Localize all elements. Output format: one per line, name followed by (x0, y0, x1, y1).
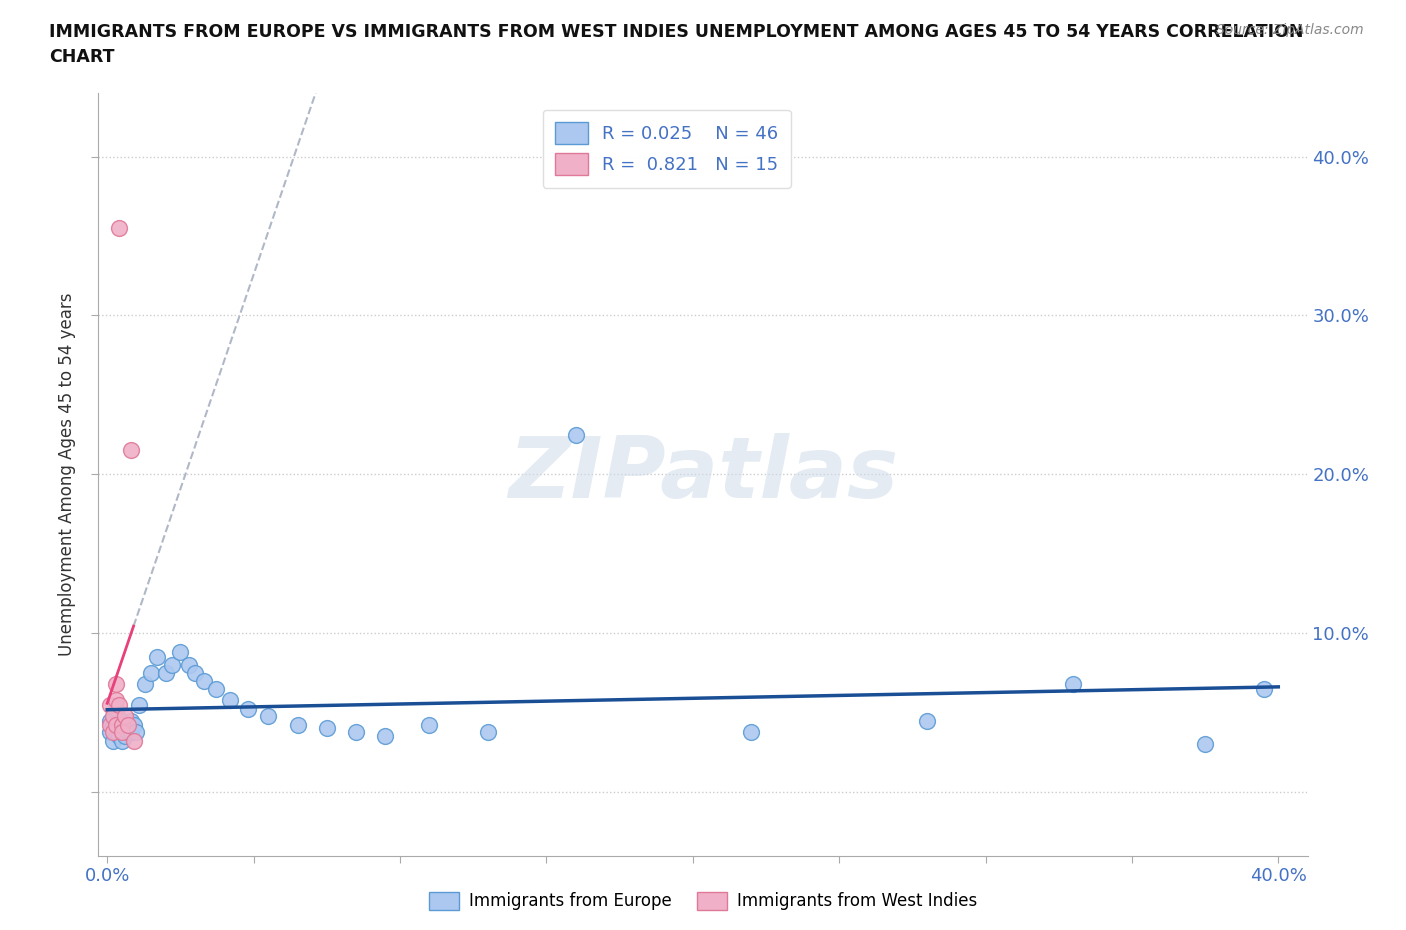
Point (120, 713, 142, 728)
Point (1062, 677, 1084, 692)
Point (236, 702, 259, 717)
Point (477, 724, 499, 739)
Point (257, 709, 280, 724)
Point (104, 709, 127, 724)
Point (101, 718, 124, 733)
Point (204, 682, 226, 697)
Point (101, 709, 124, 724)
Point (101, 724, 124, 739)
Point (160, 658, 183, 672)
Point (104, 677, 127, 692)
Point (111, 724, 134, 739)
Point (1194, 737, 1216, 751)
Y-axis label: Unemployment Among Ages 45 to 54 years: Unemployment Among Ages 45 to 54 years (58, 293, 76, 656)
Point (117, 724, 139, 739)
Point (104, 693, 127, 708)
Point (104, 718, 127, 733)
Point (114, 729, 136, 744)
Point (98, 724, 121, 739)
Point (125, 724, 148, 739)
Point (111, 724, 134, 739)
Point (139, 666, 162, 681)
Point (134, 677, 156, 692)
Point (120, 724, 142, 739)
Point (287, 718, 309, 733)
Point (1253, 682, 1275, 697)
Point (111, 713, 134, 728)
Point (120, 443, 142, 458)
Point (108, 718, 131, 733)
Point (564, 427, 586, 442)
Point (169, 644, 191, 659)
Point (146, 649, 169, 664)
Point (184, 666, 207, 681)
Legend: Immigrants from Europe, Immigrants from West Indies: Immigrants from Europe, Immigrants from … (422, 885, 984, 917)
Point (104, 702, 127, 717)
Point (219, 693, 242, 708)
Point (111, 718, 134, 733)
Point (114, 709, 136, 724)
Point (101, 734, 124, 749)
Point (114, 721, 136, 736)
Point (122, 734, 145, 749)
Point (128, 698, 150, 712)
Point (315, 721, 337, 736)
Point (418, 718, 440, 733)
Text: IMMIGRANTS FROM EUROPE VS IMMIGRANTS FROM WEST INDIES UNEMPLOYMENT AMONG AGES 45: IMMIGRANTS FROM EUROPE VS IMMIGRANTS FRO… (49, 23, 1303, 41)
Point (98, 713, 121, 728)
Text: CHART: CHART (49, 48, 115, 66)
Point (179, 658, 201, 672)
Point (740, 724, 762, 739)
Point (104, 724, 127, 739)
Point (98, 698, 121, 712)
Point (111, 734, 134, 749)
Point (193, 673, 215, 688)
Point (117, 718, 139, 733)
Point (374, 729, 396, 744)
Point (98, 718, 121, 733)
Text: Source: ZipAtlas.com: Source: ZipAtlas.com (1216, 23, 1364, 37)
Point (155, 666, 177, 681)
Legend: R = 0.025    N = 46, R =  0.821   N = 15: R = 0.025 N = 46, R = 0.821 N = 15 (543, 110, 792, 188)
Point (117, 718, 139, 733)
Point (108, 729, 131, 744)
Point (344, 724, 367, 739)
Point (915, 713, 938, 728)
Text: ZIPatlas: ZIPatlas (508, 432, 898, 516)
Point (108, 220, 131, 235)
Point (122, 718, 145, 733)
Point (108, 698, 131, 712)
